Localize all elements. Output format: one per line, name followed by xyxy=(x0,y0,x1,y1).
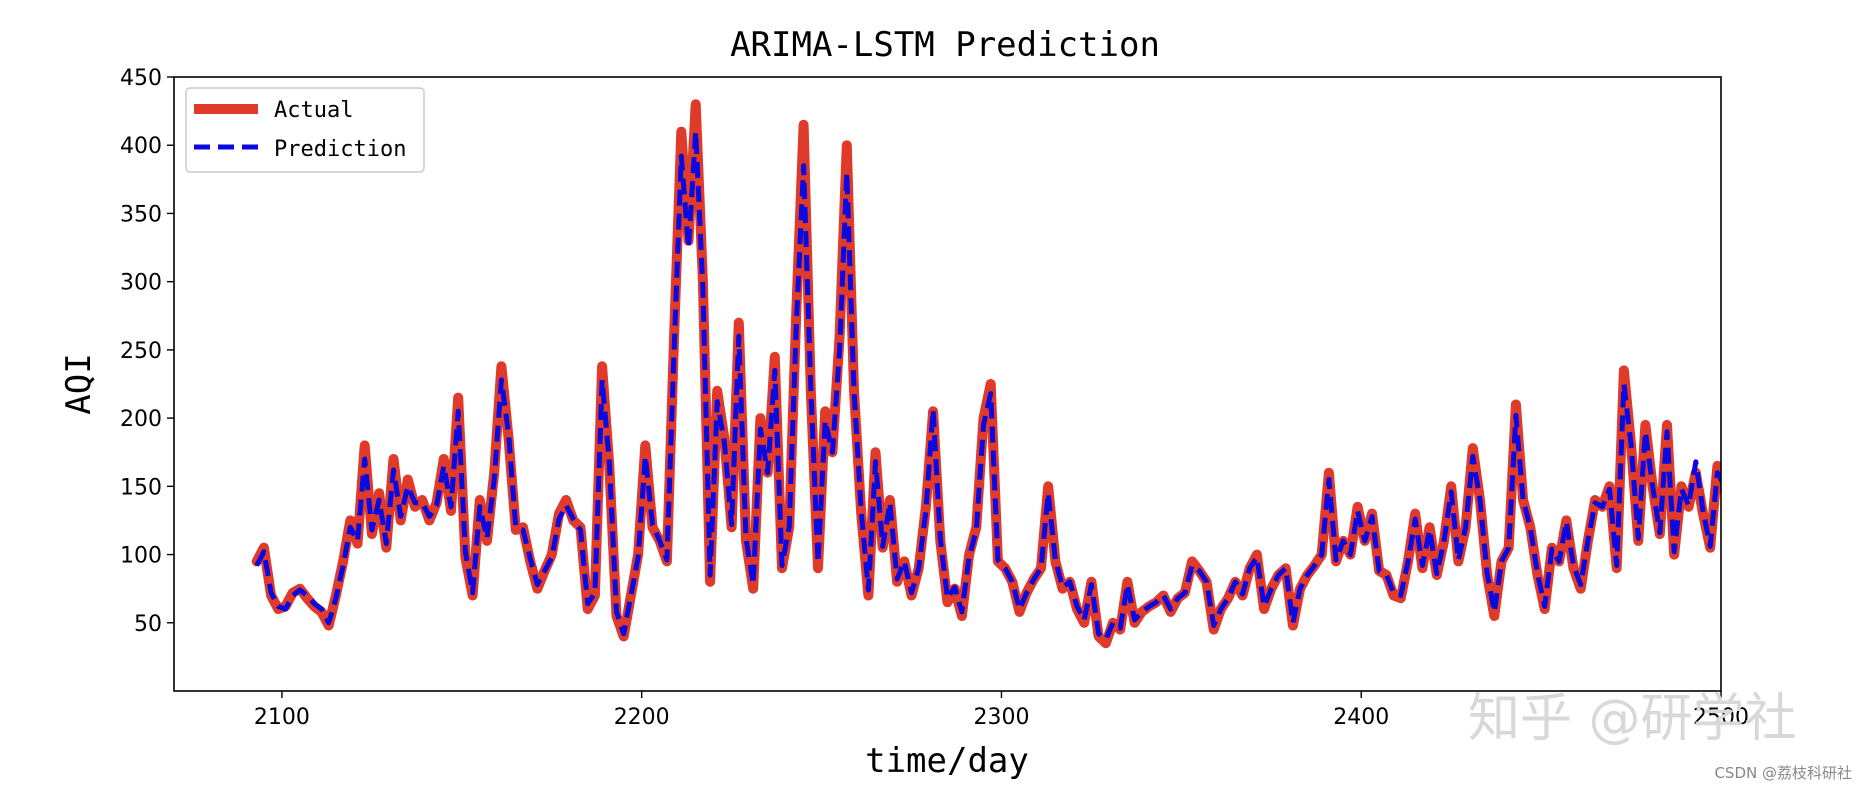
x-axis-label: time/day xyxy=(865,741,1029,781)
watermark-zhihu: 知乎 @研学社 xyxy=(1468,689,1797,749)
plot-area xyxy=(173,76,1722,692)
series-line-actual xyxy=(251,99,1721,649)
x-tick-label: 2100 xyxy=(254,705,310,730)
x-tick-label: 2500 xyxy=(1693,705,1749,730)
legend: Actual Prediction xyxy=(185,87,425,173)
plot-frame xyxy=(173,76,1722,692)
y-tick-label: 150 xyxy=(120,475,162,500)
y-axis: 50 100 150 200 250 300 350 400 450 xyxy=(120,66,174,637)
watermark-csdn: CSDN @荔枝科研社 xyxy=(1714,764,1852,782)
y-tick-label: 400 xyxy=(120,134,162,159)
series-line-prediction xyxy=(254,129,1721,642)
series-layer xyxy=(251,99,1721,649)
chart-title: ARIMA-LSTM Prediction xyxy=(730,25,1160,65)
x-tick-label: 2300 xyxy=(973,705,1029,730)
y-tick-label: 250 xyxy=(120,339,162,364)
legend-label-actual: Actual xyxy=(274,98,353,123)
legend-label-prediction: Prediction xyxy=(274,137,406,162)
y-tick-label: 200 xyxy=(120,407,162,432)
y-axis-label: AQI xyxy=(59,353,99,414)
x-tick-label: 2200 xyxy=(614,705,670,730)
y-tick-label: 100 xyxy=(120,544,162,569)
x-tick-label: 2400 xyxy=(1333,705,1389,730)
y-tick-label: 300 xyxy=(120,271,162,296)
y-tick-label: 350 xyxy=(120,202,162,227)
x-axis: 2100 2200 2300 2400 2500 xyxy=(254,691,1749,730)
y-tick-label: 50 xyxy=(134,612,162,637)
y-tick-label: 450 xyxy=(120,66,162,91)
